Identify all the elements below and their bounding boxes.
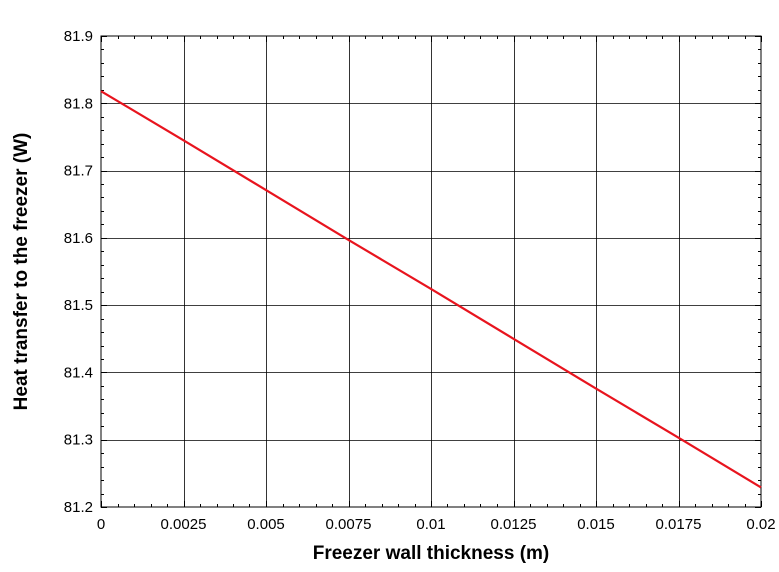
- y-axis-title: Heat transfer to the freezer (W): [11, 133, 32, 411]
- x-tick-label: 0.0175: [656, 516, 702, 533]
- x-axis-title: Freezer wall thickness (m): [313, 543, 550, 564]
- y-tick-label: 81.4: [64, 364, 93, 381]
- x-tick-label: 0: [97, 516, 105, 533]
- y-tick-label: 81.9: [64, 28, 93, 45]
- plot-frame: [100, 35, 762, 508]
- x-tick-label: 0.0075: [326, 516, 372, 533]
- series-layer: [100, 90, 762, 489]
- grid-lines: [101, 36, 761, 507]
- x-tick-label: 0.005: [247, 516, 285, 533]
- y-tick-labels: 81.2 81.3 81.4 81.5 81.6 81.7 81.8 81.9: [64, 28, 93, 516]
- x-tick-label: 0.01: [416, 516, 445, 533]
- x-tick-label: 0.0025: [161, 516, 207, 533]
- x-tick-labels: 0 0.0025 0.005 0.0075 0.01 0.0125 0.015 0.0175 0…: [97, 516, 776, 533]
- x-tick-label: 0.02: [746, 516, 775, 533]
- y-tick-label: 81.8: [64, 95, 93, 112]
- y-tick-label: 81.7: [64, 163, 93, 180]
- y-tick-label: 81.6: [64, 230, 93, 247]
- y-tick-label: 81.5: [64, 297, 93, 314]
- x-tick-label: 0.0125: [491, 516, 537, 533]
- series-line: [100, 90, 762, 489]
- y-tick-label: 81.2: [64, 499, 93, 516]
- y-tick-label: 81.3: [64, 432, 93, 449]
- x-tick-label: 0.015: [577, 516, 615, 533]
